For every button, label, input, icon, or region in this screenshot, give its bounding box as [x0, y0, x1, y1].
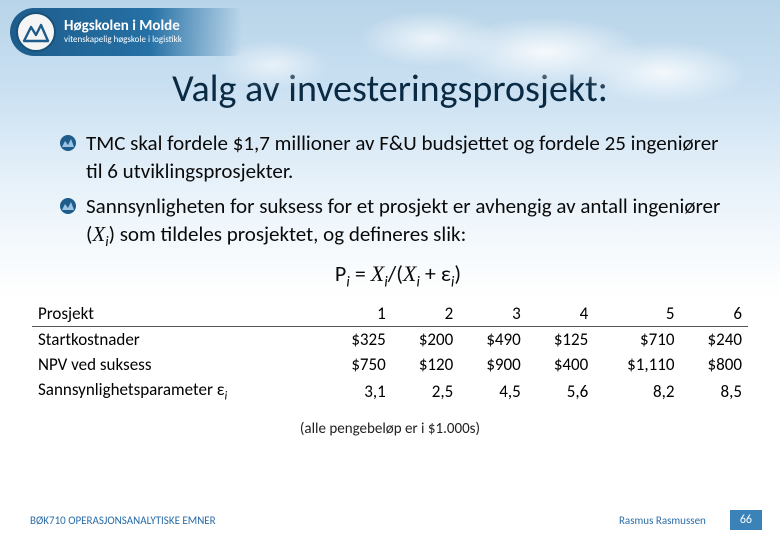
page-number: 66	[730, 510, 762, 530]
table-row: Startkostnader $325 $200 $490 $125 $710 …	[32, 327, 748, 353]
project-table: Prosjekt 1 2 3 4 5 6 Startkostnader $325…	[32, 301, 748, 437]
cell: $120	[392, 352, 460, 377]
cell: $125	[527, 327, 595, 353]
cell: 4,5	[459, 377, 527, 405]
logo-icon	[16, 12, 56, 52]
cell: $240	[680, 327, 748, 353]
table-row: Sannsynlighetsparameter εi 3,1 2,5 4,5 5…	[32, 377, 748, 405]
cell: $750	[324, 352, 392, 377]
bullet-item: TMC skal fordele $1,7 millioner av F&U b…	[60, 130, 736, 185]
footer-course: BØK710 OPERASJONSANALYTISKE EMNER	[30, 514, 216, 527]
cell: $200	[392, 327, 460, 353]
table-header-row: Prosjekt 1 2 3 4 5 6	[32, 301, 748, 327]
cell: 5,6	[527, 377, 595, 405]
col-header: 3	[459, 301, 527, 327]
table-row: NPV ved suksess $750 $120 $900 $400 $1,1…	[32, 352, 748, 377]
cell: 8,5	[680, 377, 748, 405]
cell: $1,110	[594, 352, 680, 377]
col-header: 6	[680, 301, 748, 327]
cell: 3,1	[324, 377, 392, 405]
row-label: Startkostnader	[32, 327, 324, 353]
content-area: TMC skal fordele $1,7 millioner av F&U b…	[0, 112, 780, 291]
bullet-text: Sannsynligheten for suksess for et prosj…	[86, 193, 720, 247]
cell: 2,5	[392, 377, 460, 405]
formula: Pi = Xi/(Xi + εi)	[60, 260, 736, 291]
cell: $325	[324, 327, 392, 353]
col-header: 5	[594, 301, 680, 327]
bullet-item: Sannsynligheten for suksess for et prosj…	[60, 193, 736, 251]
row-label: Sannsynlighetsparameter εi	[32, 377, 324, 405]
col-header: 2	[392, 301, 460, 327]
footer: BØK710 OPERASJONSANALYTISKE EMNER Rasmus…	[0, 510, 780, 530]
cell: $400	[527, 352, 595, 377]
cell: $900	[459, 352, 527, 377]
footer-author: Rasmus Rasmussen	[619, 514, 706, 527]
bullet-icon	[60, 198, 76, 214]
bullet-icon	[60, 135, 76, 151]
row-label: NPV ved suksess	[32, 352, 324, 377]
cell: $710	[594, 327, 680, 353]
logo-line2: vitenskapelig høgskole i logistikk	[64, 35, 182, 44]
logo-line1: Høgskolen i Molde	[64, 19, 182, 35]
col-header: 1	[324, 301, 392, 327]
logo-bar: Høgskolen i Molde vitenskapelig høgskole…	[10, 8, 242, 56]
bullet-text: TMC skal fordele $1,7 millioner av F&U b…	[86, 130, 718, 184]
table-note: (alle pengebeløp er i $1.000s)	[32, 420, 748, 438]
cell: 8,2	[594, 377, 680, 405]
col-header: 4	[527, 301, 595, 327]
logo-text: Høgskolen i Molde vitenskapelig høgskole…	[64, 19, 182, 44]
col-header: Prosjekt	[32, 301, 324, 327]
cell: $800	[680, 352, 748, 377]
cell: $490	[459, 327, 527, 353]
